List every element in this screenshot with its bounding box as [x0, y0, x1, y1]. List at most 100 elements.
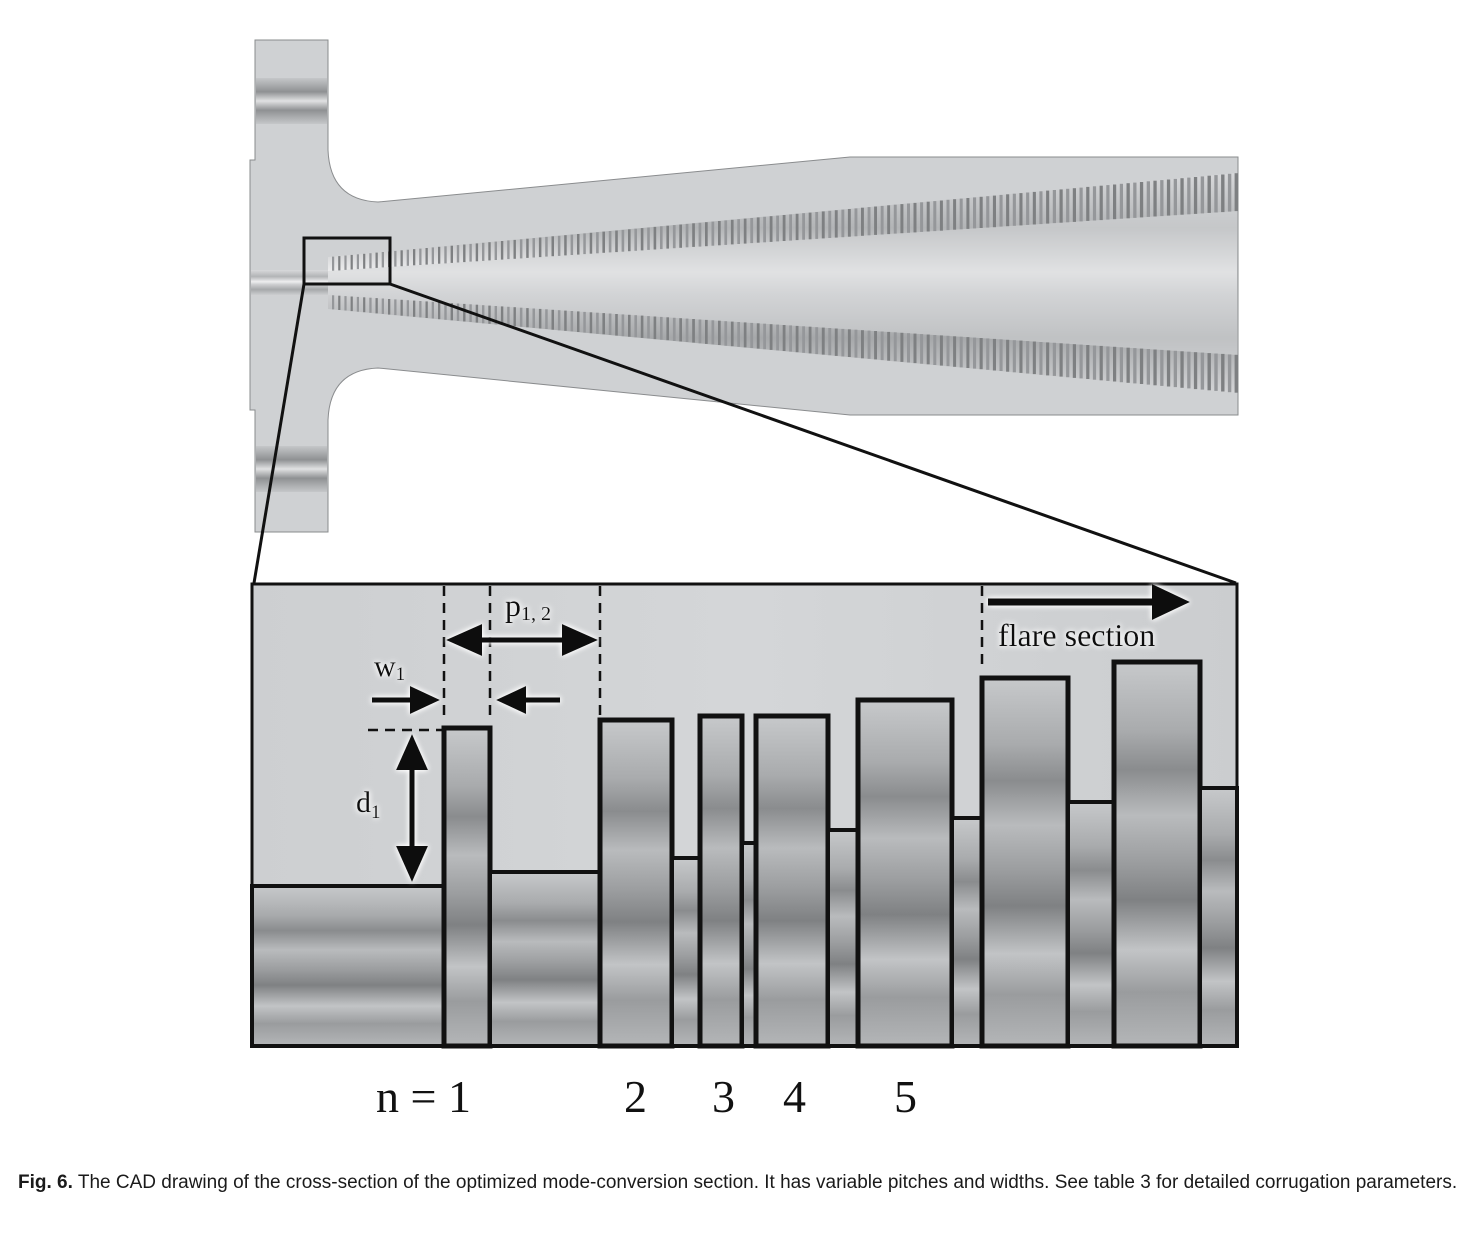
bore-fin: [841, 328, 845, 357]
bore-fin: [1139, 182, 1144, 218]
bore-fin: [381, 252, 384, 268]
bore-fin: [375, 298, 378, 314]
corrugation-ridge: [979, 675, 1071, 1049]
bore-fin: [532, 308, 535, 328]
bore-fin: [750, 218, 754, 244]
bore-fin: [847, 329, 851, 357]
bore-fin: [724, 321, 728, 346]
bore-fin: [821, 327, 825, 355]
bore-fin: [456, 245, 460, 263]
bore-fin: [946, 335, 950, 367]
bore-fin: [672, 225, 676, 249]
bore-fin: [388, 299, 391, 315]
corrugation-base: [250, 884, 446, 1048]
bore-fin: [1086, 186, 1090, 221]
bore-fin: [698, 222, 702, 247]
bolt-hole-bottom: [256, 446, 327, 492]
bore-fin: [1046, 190, 1050, 224]
bore-fin: [946, 199, 950, 231]
bore-fin: [861, 330, 864, 359]
bore-fin: [900, 204, 904, 234]
bore-fin: [583, 233, 586, 255]
bore-fin: [538, 308, 542, 329]
bore-fin: [356, 296, 359, 312]
corrugation-ridge: [855, 697, 955, 1049]
corrugation-groove: [950, 816, 984, 1048]
bore-fin: [1106, 185, 1110, 220]
bore-fin: [369, 297, 372, 313]
flare-arrow: [988, 584, 1190, 620]
bore-fin: [847, 209, 851, 237]
bore-fin: [1200, 352, 1205, 390]
bore-fin: [400, 250, 403, 267]
bore-fin: [1214, 175, 1218, 213]
bore-fin: [1106, 346, 1110, 381]
bore-fin: [526, 308, 529, 328]
bore-fin: [821, 211, 825, 239]
bore-fin: [1066, 188, 1070, 223]
bore-fin: [834, 210, 838, 238]
bore-fin: [1193, 352, 1198, 390]
bore-fin: [763, 216, 766, 243]
bore-fin: [867, 207, 871, 236]
bore-fin: [1059, 343, 1063, 377]
zoom-leader-left: [252, 283, 306, 584]
width-arrow-right: [496, 686, 560, 714]
bore-fin: [1214, 353, 1218, 391]
bore-fin: [1099, 185, 1103, 221]
bore-fin: [718, 320, 721, 345]
bore-fin: [966, 198, 970, 229]
bore-fin: [557, 235, 561, 256]
bore-fin: [959, 198, 963, 230]
cad-figure: w1 p1, 2 d1 flare section n = 1 2 3 4 5: [249, 39, 1239, 1122]
width-arrow-left: [372, 686, 440, 714]
corrugation-groove: [826, 828, 860, 1048]
bore-fin: [1052, 190, 1056, 224]
bore-fin: [705, 319, 708, 344]
bore-fin: [692, 319, 695, 343]
bore-fin: [1119, 183, 1123, 219]
bore-fin: [1166, 350, 1171, 387]
bore-fin: [698, 319, 702, 344]
bore-fin: [545, 309, 548, 329]
bore-fin: [615, 314, 618, 336]
bore-fin: [1200, 176, 1205, 214]
bore-fin: [653, 226, 657, 250]
bore-fin: [763, 323, 766, 350]
bore-fin: [920, 202, 924, 232]
bore-fin: [756, 217, 760, 243]
bore-fin: [513, 307, 516, 327]
bore-fin: [880, 205, 884, 235]
bore-fin: [926, 201, 930, 232]
bore-fin: [1160, 349, 1164, 386]
bore-fin: [711, 221, 715, 246]
bore-fin: [1126, 347, 1130, 383]
pitch-arrow: [446, 624, 598, 656]
bore-fin: [685, 318, 689, 342]
bore-fin: [1119, 347, 1123, 383]
bore-fin: [1187, 351, 1191, 389]
bore-fin: [999, 339, 1003, 371]
bore-fin: [815, 212, 819, 239]
bore-fin: [1180, 351, 1184, 388]
bore-fin: [887, 331, 891, 361]
bore-fin: [1019, 193, 1023, 226]
zoom-leader-right: [389, 282, 1237, 585]
corrugation-groove: [1066, 800, 1116, 1048]
bore-fin: [350, 254, 353, 270]
bore-fin: [672, 317, 676, 341]
bore-fin: [913, 202, 917, 233]
bore-fin: [621, 314, 625, 337]
bore-fin: [583, 311, 586, 333]
bore-fin: [463, 303, 466, 322]
bore-fin: [973, 197, 977, 229]
bore-fin: [743, 322, 747, 348]
bore-fin: [500, 241, 504, 260]
depth-arrow: [396, 734, 428, 882]
bore-fin: [1079, 344, 1083, 379]
bore-fin: [628, 229, 631, 252]
bore-fin: [1072, 344, 1076, 378]
bore-fin: [406, 300, 409, 317]
corrugation-groove: [1198, 786, 1239, 1048]
bore-fin: [867, 330, 871, 359]
